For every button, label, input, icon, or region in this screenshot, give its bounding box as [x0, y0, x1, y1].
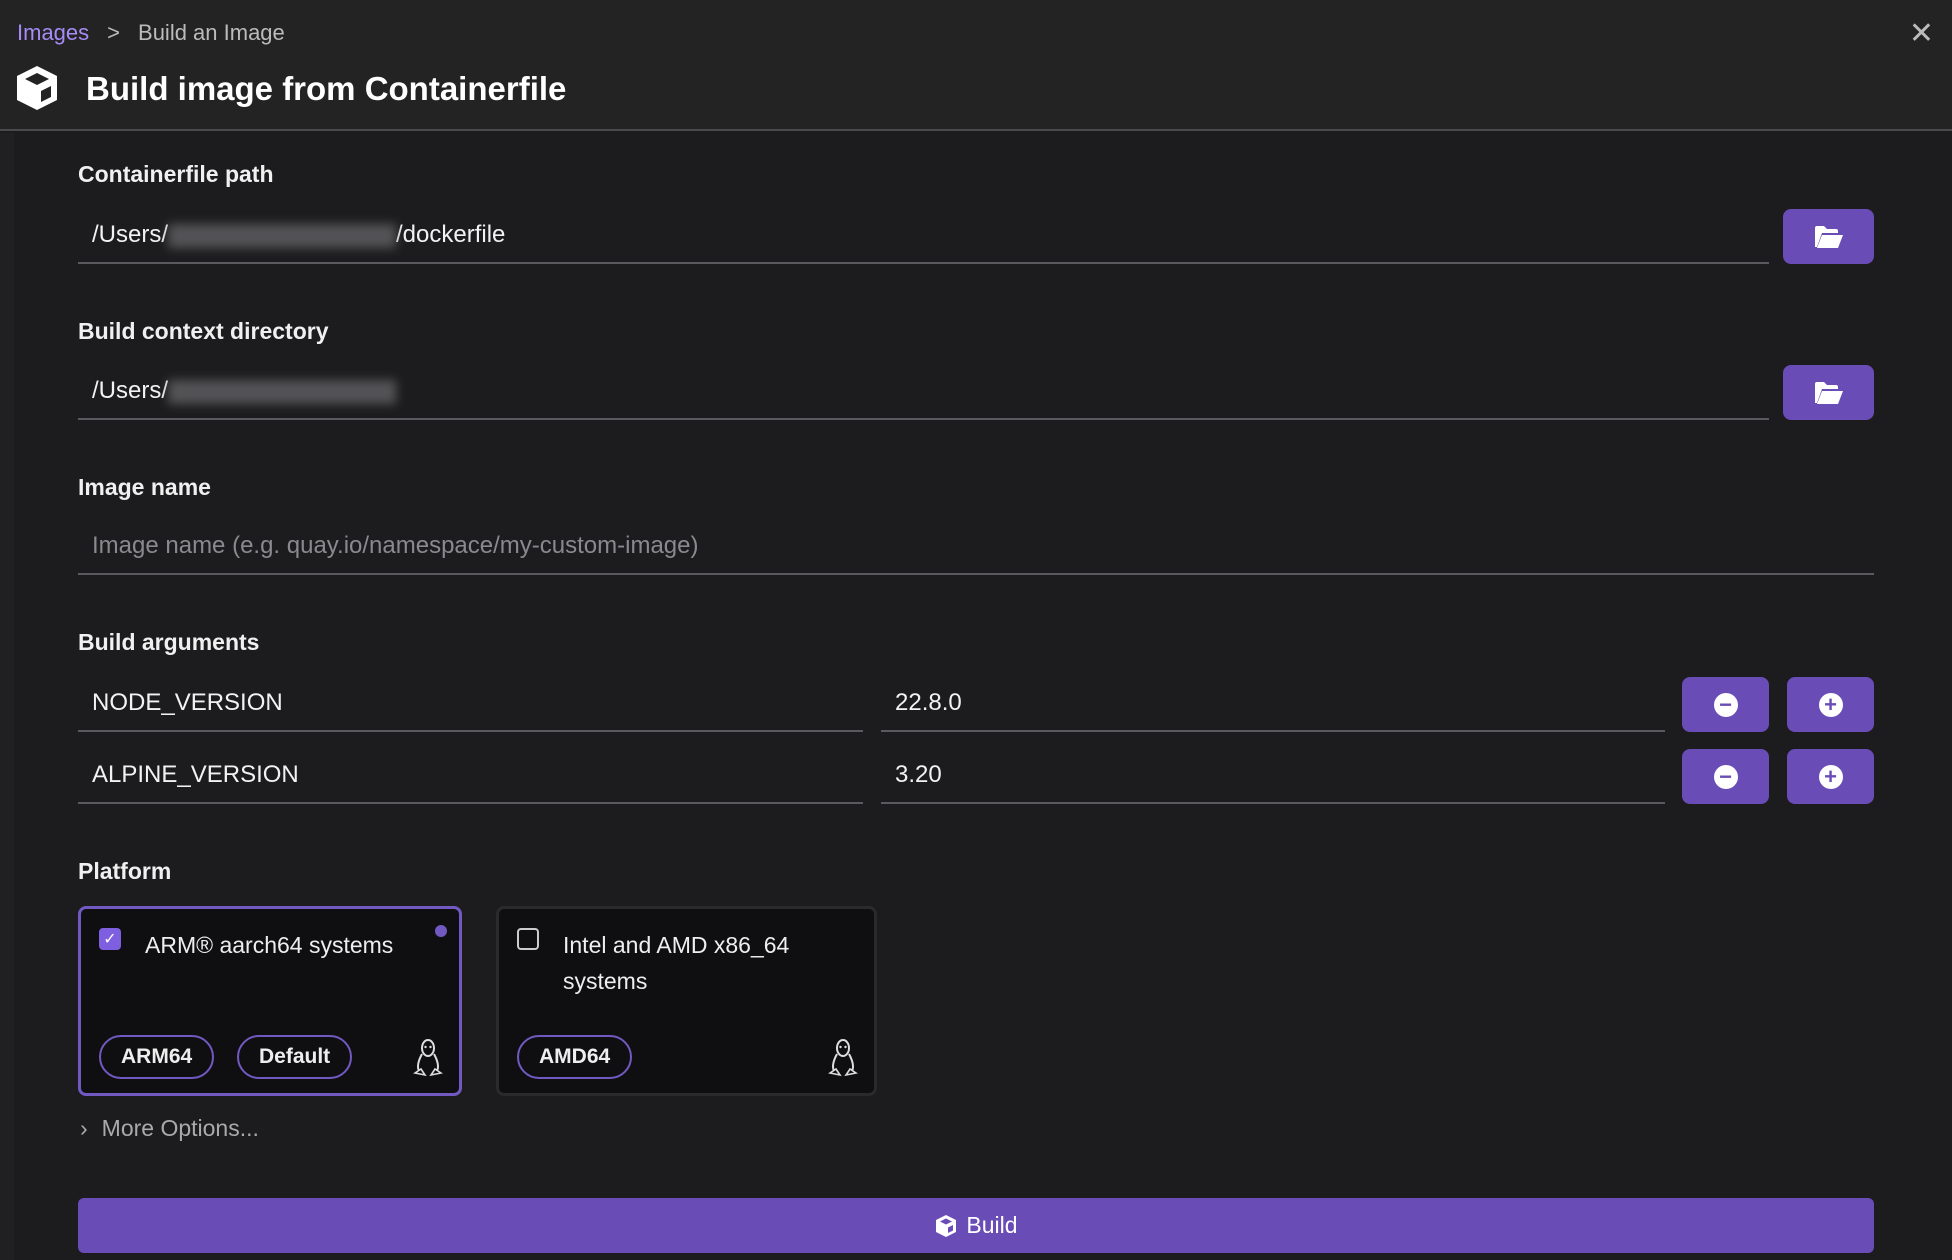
browse-containerfile-button[interactable] [1783, 209, 1874, 264]
selected-indicator [435, 925, 447, 937]
linux-icon [828, 1039, 858, 1077]
breadcrumb-separator: > [107, 20, 121, 45]
path-prefix: /Users/ [92, 221, 169, 248]
left-gutter [0, 133, 14, 1260]
context-directory-input[interactable]: /Users/ [78, 365, 1769, 420]
build-args-label: Build arguments [78, 629, 260, 655]
add-build-arg-button[interactable]: + [1787, 677, 1874, 732]
chevron-right-icon: › [80, 1115, 88, 1141]
remove-build-arg-button[interactable]: − [1682, 677, 1769, 732]
breadcrumb: Images > Build an Image [17, 20, 285, 46]
header: Images > Build an Image ✕ Build image from… [0, 0, 1952, 131]
more-options-label: More Options... [101, 1115, 259, 1141]
path-prefix: /Users/ [92, 377, 169, 404]
containerfile-path-input[interactable]: /Users/ /dockerfile [78, 209, 1769, 264]
platform-card-arm64[interactable]: ✓ ARM® aarch64 systems ARM64 Default [78, 906, 462, 1096]
more-options-toggle[interactable]: › More Options... [80, 1115, 259, 1142]
plus-icon: + [1818, 764, 1843, 789]
build-arg-key-input[interactable]: NODE_VERSION [78, 677, 863, 732]
platform-label: Platform [78, 858, 172, 884]
minus-icon: − [1713, 692, 1738, 717]
redacted-path [168, 223, 397, 248]
cube-icon [17, 66, 57, 110]
image-name-input[interactable]: Image name (e.g. quay.io/namespace/my-cu… [78, 520, 1874, 575]
folder-open-icon [1814, 225, 1843, 248]
build-arg-value-input[interactable]: 3.20 [881, 749, 1665, 804]
page-title: Build image from Containerfile [86, 70, 567, 107]
remove-build-arg-button[interactable]: − [1682, 749, 1769, 804]
containerfile-label: Containerfile path [78, 161, 274, 187]
browse-context-button[interactable] [1783, 365, 1874, 420]
breadcrumb-images-link[interactable]: Images [17, 20, 90, 45]
minus-icon: − [1713, 764, 1738, 789]
platform-title: Intel and AMD x86_64 systems [563, 932, 790, 994]
add-build-arg-button[interactable]: + [1787, 749, 1874, 804]
breadcrumb-current: Build an Image [138, 20, 285, 45]
cube-icon [936, 1214, 957, 1237]
folder-open-icon [1814, 381, 1843, 404]
build-arg-key-input[interactable]: ALPINE_VERSION [78, 749, 863, 804]
redacted-path [168, 379, 397, 404]
context-label: Build context directory [78, 318, 329, 344]
platform-tag: AMD64 [517, 1035, 633, 1079]
build-button[interactable]: Build [78, 1198, 1874, 1253]
close-icon[interactable]: ✕ [1908, 17, 1934, 50]
platform-checkbox[interactable]: ✓ [99, 928, 121, 950]
build-arg-value-input[interactable]: 22.8.0 [881, 677, 1665, 732]
platform-card-amd64[interactable]: Intel and AMD x86_64 systems AMD64 [496, 906, 877, 1096]
platform-checkbox[interactable] [517, 928, 539, 950]
platform-tag: Default [237, 1035, 353, 1079]
plus-icon: + [1818, 692, 1843, 717]
platform-tag: ARM64 [99, 1035, 215, 1079]
path-suffix: /dockerfile [396, 221, 506, 248]
build-label: Build [966, 1212, 1018, 1238]
linux-icon [413, 1039, 443, 1077]
image-name-label: Image name [78, 474, 211, 500]
platform-title: ARM® aarch64 systems [145, 932, 394, 958]
